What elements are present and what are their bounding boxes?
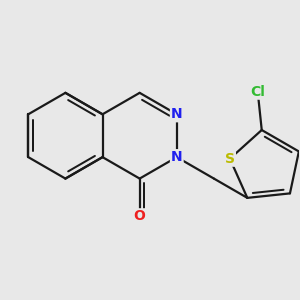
Text: O: O — [134, 209, 146, 223]
Text: N: N — [171, 107, 183, 121]
Text: Cl: Cl — [250, 85, 265, 99]
Text: N: N — [171, 150, 183, 164]
Text: S: S — [225, 152, 235, 166]
